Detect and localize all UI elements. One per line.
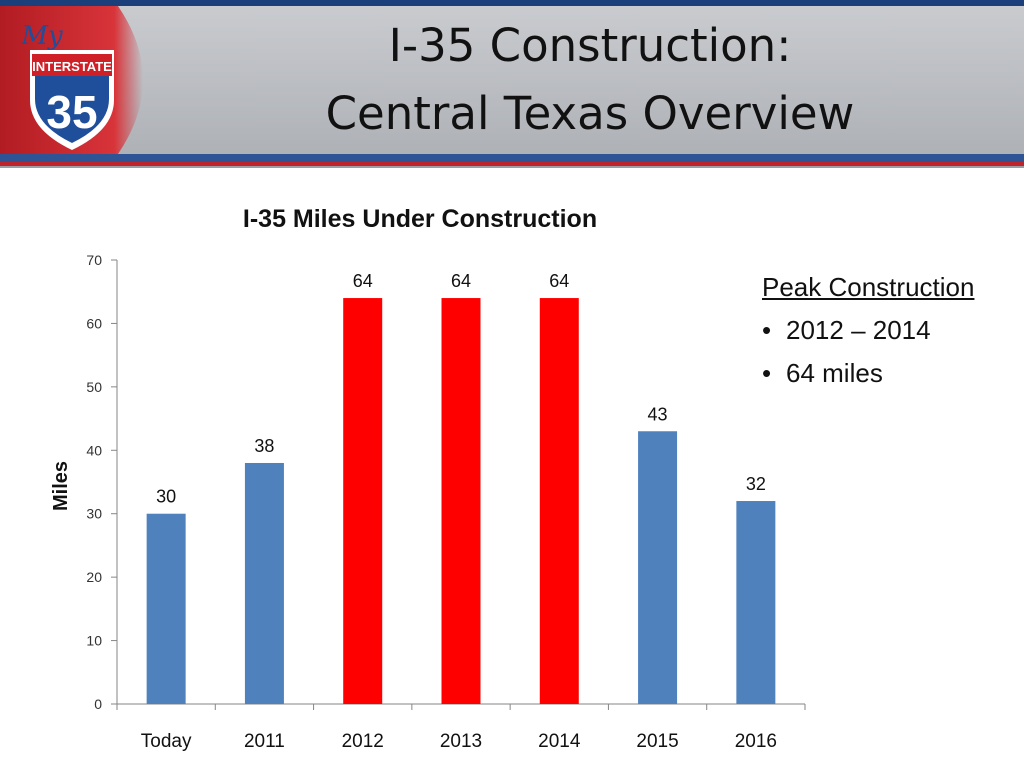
y-tick-label: 20	[86, 569, 102, 585]
header-band: INTERSTATE 35 My	[0, 0, 1024, 168]
notes-bullet-2-text: 64 miles	[786, 358, 883, 388]
data-label-2011: 38	[254, 436, 274, 456]
bar-2012	[343, 298, 383, 704]
peak-construction-notes: Peak Construction • 2012 – 2014 • 64 miles	[762, 272, 1012, 401]
slide-header: INTERSTATE 35 My I-35 Construction: Cent…	[0, 0, 1024, 172]
notes-bullet-1: • 2012 – 2014	[762, 315, 1012, 346]
logo-number-text: 35	[46, 86, 97, 138]
bullet-icon: •	[762, 358, 772, 388]
y-tick-label: 40	[86, 442, 102, 458]
bar-today	[146, 513, 186, 704]
y-tick-label: 10	[86, 633, 102, 649]
data-label-2012: 64	[353, 271, 373, 291]
bar-2013	[441, 298, 481, 704]
y-tick-label: 50	[86, 379, 102, 395]
data-labels: 30 38 64 64 64 43 32	[156, 271, 766, 507]
x-tick-label-2013: 2013	[440, 731, 482, 752]
y-tick-label: 0	[94, 696, 102, 712]
slide-title-line-2: Central Texas Overview	[325, 87, 855, 140]
y-tick-label: 70	[86, 252, 102, 268]
bar-2011	[244, 462, 284, 704]
slide-title: I-35 Construction: Central Texas Overvie…	[160, 12, 1020, 148]
bar-2016	[736, 501, 776, 704]
x-tick-label-2012: 2012	[342, 731, 384, 752]
bar-chart: 0 10 20 30 40 50 60 70 Today 2011 2012 2013 2014 201…	[50, 252, 806, 752]
x-tick-label-2014: 2014	[538, 731, 581, 752]
logo-script-text: My	[20, 21, 63, 51]
x-tick-label-today: Today	[141, 731, 192, 752]
data-label-2015: 43	[648, 404, 668, 424]
x-tick-label-2016: 2016	[735, 731, 777, 752]
slide-title-line-1: I-35 Construction:	[388, 19, 792, 72]
y-tick-label: 30	[86, 506, 102, 522]
bars	[146, 298, 776, 704]
interstate-35-logo-icon: INTERSTATE 35 My	[20, 21, 114, 150]
data-label-2016: 32	[746, 474, 766, 494]
data-label-2013: 64	[451, 271, 471, 291]
notes-bullet-2: • 64 miles	[762, 358, 1012, 389]
y-axis-title: Miles	[50, 461, 72, 511]
logo-banner-text: INTERSTATE	[32, 59, 112, 74]
y-tick-label: 60	[86, 315, 102, 331]
chart-title: I-35 Miles Under Construction	[242, 205, 598, 233]
bar-2014	[539, 298, 579, 704]
x-tick-label-2011: 2011	[244, 731, 285, 752]
notes-heading: Peak Construction	[762, 272, 975, 302]
bar-2015	[638, 431, 678, 704]
x-axis: Today 2011 2012 2013 2014 2015 2016	[116, 703, 806, 752]
data-label-today: 30	[156, 487, 176, 507]
y-axis: 0 10 20 30 40 50 60 70	[86, 252, 118, 712]
notes-bullet-1-text: 2012 – 2014	[786, 315, 931, 345]
x-tick-label-2015: 2015	[636, 731, 678, 752]
data-label-2014: 64	[549, 271, 569, 291]
bullet-icon: •	[762, 315, 772, 345]
